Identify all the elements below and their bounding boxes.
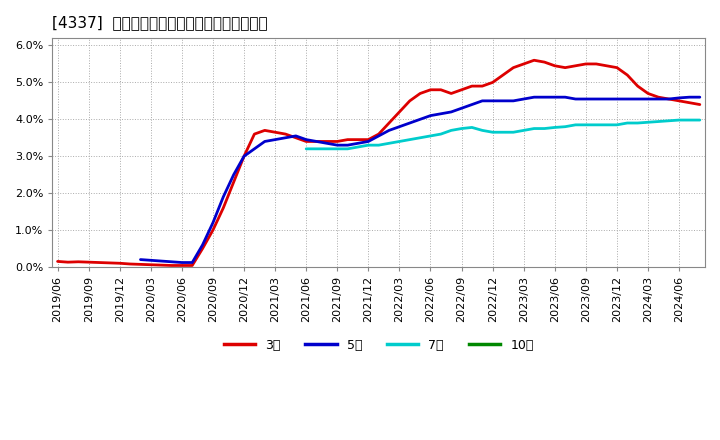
Legend: 3年, 5年, 7年, 10年: 3年, 5年, 7年, 10年 [219,334,539,357]
Text: [4337]  当期純利益マージンの標準偏差の推移: [4337] 当期純利益マージンの標準偏差の推移 [53,15,268,30]
